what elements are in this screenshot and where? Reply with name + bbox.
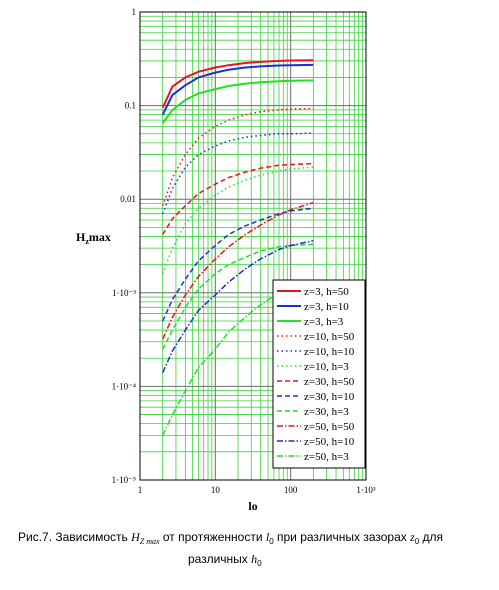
caption-h-symbol: H [131,530,140,544]
x-tick-label: 1·10³ [356,485,375,495]
caption-l-symbol: l [265,530,270,544]
legend-label-5: z=10, h=10 [304,346,355,358]
series-line-5 [162,132,314,214]
x-axis-label: lo [248,499,257,513]
legend: z=3, h=50 z=3, h=10 z=3, h=3 z=10, h=50 z=10… [272,279,366,469]
series-line-1 [161,59,314,109]
caption-text-1: Рис.7. Зависимость [18,530,132,544]
legend-label-8: z=30, h=10 [304,391,355,403]
x-tick-label: 1 [138,485,143,495]
series-line-2 [161,63,314,116]
caption-l-subscript: 0 [269,537,274,546]
legend-label-12: z=50, h=3 [304,451,349,463]
y-tick-labels: 1·10⁻⁵ 1·10⁻⁴ 1·10⁻³ 0.01 0.1 1 [112,7,137,485]
series-line-12 [162,281,314,436]
caption-z-subscript: 0 [414,537,420,546]
series-line-11 [162,239,314,374]
caption-line-1: Рис.7. Зависимость HZ max от протяженнос… [18,530,443,546]
y-tick-label: 1·10⁻⁴ [112,381,136,391]
caption-z-symbol: z [410,530,415,544]
legend-label-9: z=30, h=3 [304,406,349,418]
y-tick-label: 1 [132,7,137,17]
y-tick-label: 1·10⁻³ [112,288,136,298]
x-tick-label: 100 [284,485,298,495]
legend-label-3: z=3, h=3 [304,316,344,328]
y-axis-label-main: H [76,230,86,244]
x-tick-labels: 1 10 100 1·10³ [138,485,376,495]
series-line-6 [161,166,314,274]
caption-line-2: различных h0 [188,552,262,568]
caption-text-3: при различных зазорах [273,530,411,544]
x-tick-label: 10 [211,485,221,495]
y-axis-label-sub: z [85,237,89,246]
caption-h0-symbol: h [251,552,258,566]
legend-label-7: z=30, h=50 [304,376,355,388]
y-tick-label: 0.1 [125,101,136,111]
caption-text-2: от протяженности [159,530,266,544]
series-line-7 [162,162,314,235]
legend-label-10: z=50, h=50 [304,421,355,433]
legend-label-1: z=3, h=50 [304,286,349,298]
legend-label-6: z=10, h=3 [304,361,349,373]
y-axis-label-rest: max [89,230,111,244]
caption-h-subscript: Z max [139,537,160,546]
plot-frame [139,11,367,481]
legend-label-4: z=10, h=50 [304,331,355,343]
legend-box [272,279,366,469]
legend-label-2: z=3, h=10 [304,301,349,313]
legend-label-11: z=50, h=10 [304,436,355,448]
series-line-8 [162,207,314,322]
series-layer [161,59,314,436]
chart: 1 10 100 1·10³ 1·10⁻⁵ 1·10⁻⁴ 1·10⁻³ 0.01 0.1 1 l… [76,7,376,513]
y-tick-label: 0.01 [120,194,136,204]
y-axis-label: Hzmax [76,230,111,246]
y-tick-label: 1·10⁻⁵ [112,475,136,485]
caption-text-4: для [419,530,444,544]
caption-h0-subscript: 0 [257,559,262,568]
series-line-3 [161,79,314,124]
caption-text-5: различных [188,552,252,566]
